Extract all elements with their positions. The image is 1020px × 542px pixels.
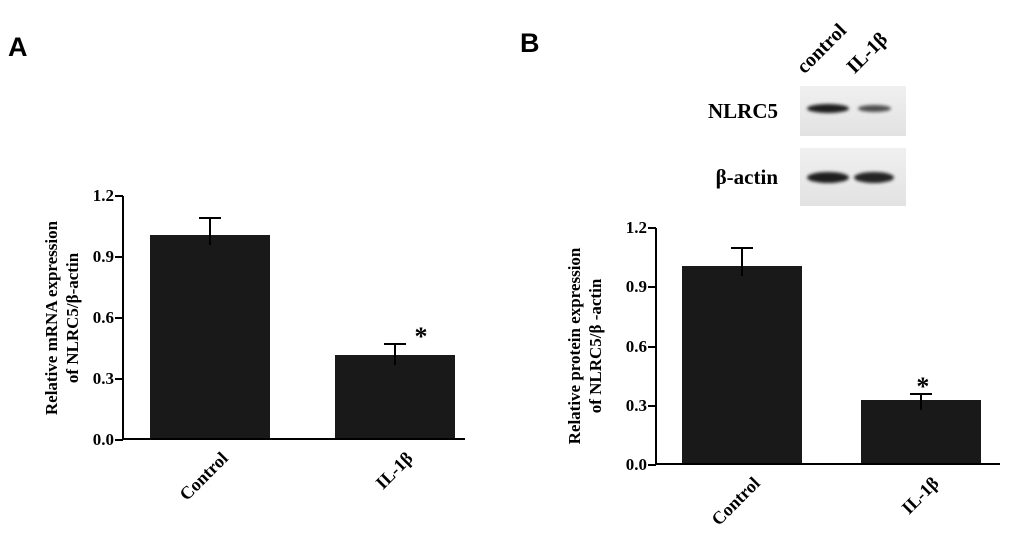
y-tick-mark — [648, 227, 656, 229]
x-tick-label-control: Control — [707, 473, 764, 530]
bar-control — [681, 265, 802, 463]
bar-control — [149, 234, 270, 438]
y-tick-label: 0.6 — [625, 336, 647, 356]
y-tick-label: 0.6 — [92, 308, 114, 327]
y-tick-label: 0.9 — [625, 277, 647, 297]
y-tick-label: 1.2 — [625, 218, 647, 237]
y-tick-mark — [115, 256, 123, 258]
error-bar-stem-control — [740, 247, 743, 276]
significance-asterisk: * — [414, 322, 428, 352]
y-tick-label: 0.0 — [625, 455, 647, 474]
error-bar-stem-il-1 — [393, 344, 396, 365]
plot-area: 0.0 0.3 0.6 0.9 1.2 Control * IL-1β — [93, 186, 465, 504]
y-tick-mark — [648, 345, 656, 348]
blot-strip-actin — [800, 148, 906, 206]
blot-lane-label-control: control — [792, 19, 851, 78]
panel-a-label: A — [8, 32, 28, 62]
bar-il-1 — [334, 354, 455, 438]
y-tick-label: 0.3 — [625, 395, 647, 415]
error-bar-cap-il-1 — [909, 392, 932, 395]
blot-band-nlrc5-control — [807, 103, 849, 113]
error-bar-cap-control — [730, 246, 753, 249]
y-tick-label: 0.9 — [92, 247, 114, 266]
plot-area: 0.0 0.3 0.6 0.9 1.2 Control * IL-1β — [626, 218, 1000, 529]
error-bar-stem-il-1 — [919, 393, 922, 410]
bar-il-1 — [860, 399, 981, 463]
significance-asterisk: * — [916, 371, 930, 401]
x-tick-label-il-1: IL-1β — [898, 473, 944, 518]
y-tick-label: 0.3 — [92, 369, 114, 388]
blot-band-actin-il-1 — [854, 171, 894, 183]
error-bar-stem-control — [208, 218, 211, 245]
blot-row-label-actin: β-actin — [715, 165, 778, 189]
y-tick-mark — [648, 286, 656, 289]
panel-b-label: B — [520, 28, 540, 58]
y-tick-label: 0.0 — [92, 430, 114, 449]
blot-band-nlrc5-il-1 — [857, 104, 891, 112]
error-bar-cap-il-1 — [383, 343, 406, 346]
y-tick-mark — [115, 378, 123, 380]
y-tick-mark — [115, 195, 123, 197]
blot-band-actin-control — [807, 171, 849, 183]
y-tick-mark — [648, 464, 656, 466]
y-tick-mark — [648, 404, 656, 407]
error-bar-cap-control — [198, 217, 221, 220]
blot-strip-nlrc5 — [800, 86, 906, 136]
y-tick-mark — [115, 439, 123, 441]
panel-b-western-blot: control IL-1β NLRC5 β-actin — [660, 0, 960, 215]
blot-row-label-nlrc5: NLRC5 — [707, 99, 778, 123]
y-tick-mark — [115, 317, 123, 319]
y-tick-label: 1.2 — [92, 186, 114, 205]
